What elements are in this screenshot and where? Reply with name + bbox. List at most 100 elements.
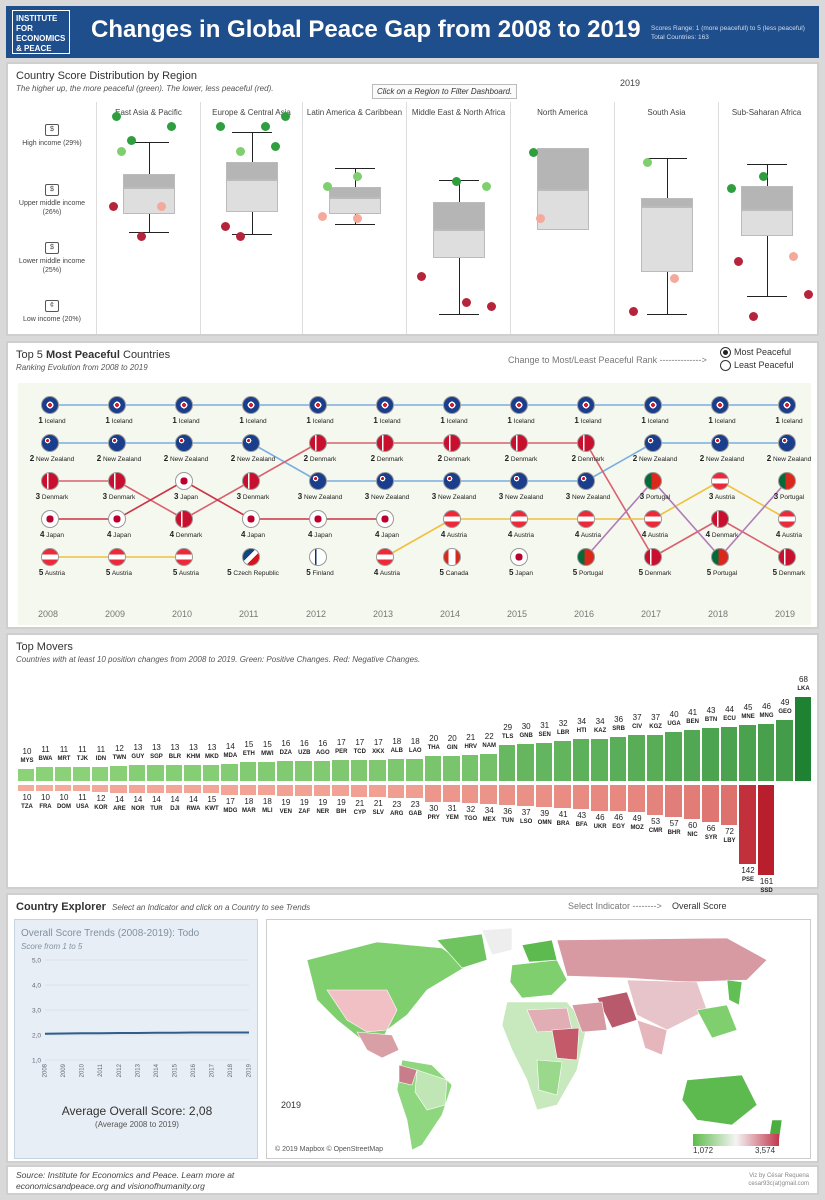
positive-bar[interactable] [683,730,701,781]
country-flag-icon[interactable] [510,396,528,414]
country-dot[interactable] [727,184,736,193]
country-flag-icon[interactable] [242,548,260,566]
negative-bar[interactable] [202,785,220,794]
country-flag-icon[interactable] [41,434,59,452]
positive-bar[interactable] [54,767,72,781]
country-dot[interactable] [167,122,176,131]
country-flag-icon[interactable] [242,510,260,528]
country-flag-icon[interactable] [577,434,595,452]
country-flag-icon[interactable] [41,396,59,414]
country-flag-icon[interactable] [175,510,193,528]
negative-bar[interactable] [295,785,312,796]
positive-bar[interactable] [443,756,460,781]
negative-bar[interactable] [554,785,571,808]
country-flag-icon[interactable] [711,548,729,566]
country-flag-icon[interactable] [577,548,595,566]
positive-bar[interactable] [572,739,590,781]
negative-bar[interactable] [424,785,442,802]
positive-bar[interactable] [535,742,553,781]
country-flag-icon[interactable] [309,434,327,452]
world-map[interactable]: 2019 © 2019 Mapbox © OpenStreetMap 1,072… [266,919,811,1159]
negative-bar[interactable] [36,785,53,791]
country-dot[interactable] [789,252,798,261]
country-flag-icon[interactable] [108,434,126,452]
country-dot[interactable] [759,172,768,181]
positive-bar[interactable] [276,761,294,781]
country-dot[interactable] [536,214,545,223]
world-map-shapes[interactable] [267,920,812,1160]
country-flag-icon[interactable] [376,548,394,566]
positive-bar[interactable] [702,727,719,781]
country-dot[interactable] [261,122,270,131]
country-dot[interactable] [236,232,245,241]
negative-bar[interactable] [498,785,516,806]
country-flag-icon[interactable] [510,510,528,528]
positive-bar[interactable] [184,764,201,781]
country-flag-icon[interactable] [108,396,126,414]
country-dot[interactable] [216,122,225,131]
positive-bar[interactable] [498,745,516,781]
country-flag-icon[interactable] [41,510,59,528]
country-dot[interactable] [670,274,679,283]
country-dot[interactable] [749,312,758,321]
negative-bar[interactable] [683,785,701,819]
country-dot[interactable] [112,112,121,121]
income-high[interactable]: $ High income (29%) [22,124,82,147]
positive-bar[interactable] [646,735,664,781]
country-flag-icon[interactable] [644,510,662,528]
negative-bar[interactable] [128,785,146,793]
country-flag-icon[interactable] [309,548,327,566]
positive-bar[interactable] [720,726,738,781]
country-dot[interactable] [117,147,126,156]
negative-bar[interactable] [165,785,183,793]
country-flag-icon[interactable] [309,396,327,414]
country-flag-icon[interactable] [577,396,595,414]
income-lower-middle[interactable]: $ Lower middle income (25%) [18,242,86,274]
country-flag-icon[interactable] [376,472,394,490]
negative-bar[interactable] [665,785,682,817]
negative-bar[interactable] [332,785,349,796]
country-flag-icon[interactable] [577,510,595,528]
positive-bar[interactable] [147,764,164,781]
country-flag-icon[interactable] [510,472,528,490]
option-least-peaceful[interactable]: Least Peaceful [720,360,794,372]
positive-bar[interactable] [18,768,35,781]
country-flag-icon[interactable] [778,396,796,414]
positive-bar[interactable] [609,736,627,781]
country-flag-icon[interactable] [41,548,59,566]
negative-bar[interactable] [591,785,608,811]
negative-bar[interactable] [91,785,109,792]
positive-bar[interactable] [665,731,682,781]
positive-bar[interactable] [776,720,793,781]
positive-bar[interactable] [258,762,275,781]
country-flag-icon[interactable] [443,548,461,566]
country-dot[interactable] [109,202,118,211]
country-flag-icon[interactable] [376,396,394,414]
country-dot[interactable] [462,298,471,307]
country-dot[interactable] [281,112,290,121]
positive-bar[interactable] [350,760,368,781]
country-flag-icon[interactable] [175,472,193,490]
negative-bar[interactable] [54,785,72,791]
positive-bar[interactable] [332,760,349,781]
positive-bar[interactable] [739,725,756,781]
negative-bar[interactable] [350,785,368,797]
country-flag-icon[interactable] [443,396,461,414]
country-flag-icon[interactable] [644,396,662,414]
negative-bar[interactable] [720,785,738,826]
country-dot[interactable] [452,177,461,186]
country-flag-icon[interactable] [711,510,729,528]
positive-bar[interactable] [628,735,645,781]
positive-bar[interactable] [295,761,312,781]
positive-bar[interactable] [91,767,109,781]
country-flag-icon[interactable] [309,472,327,490]
negative-bar[interactable] [73,785,90,792]
positive-bar[interactable] [517,743,534,781]
country-flag-icon[interactable] [108,548,126,566]
positive-bar[interactable] [757,724,775,781]
income-low[interactable]: ¢ Low income (20%) [23,300,81,323]
country-flag-icon[interactable] [711,472,729,490]
country-flag-icon[interactable] [242,472,260,490]
country-dot[interactable] [323,182,332,191]
country-dot[interactable] [137,232,146,241]
